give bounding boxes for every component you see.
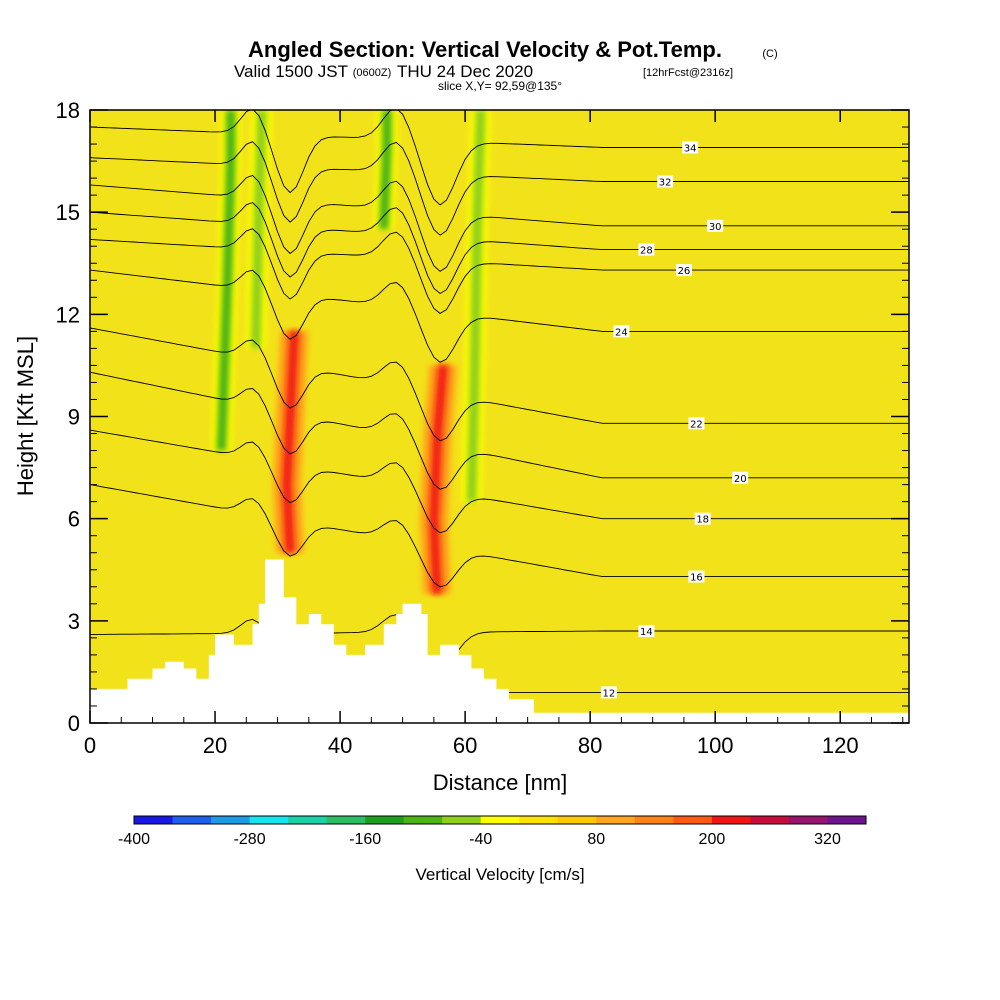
contour-label-bg-12 <box>600 686 617 699</box>
contour-label-bg-14 <box>638 625 655 638</box>
x-tick-label-20: 20 <box>203 733 227 758</box>
contour-label-34: 34 <box>684 143 697 154</box>
contour-label-22: 22 <box>690 419 703 430</box>
contour-line-16 <box>90 484 909 588</box>
colorbar-title: Vertical Velocity [cm/s] <box>415 865 584 884</box>
utc-time: (0600Z) <box>353 67 392 79</box>
colorbar-swatch-8 <box>442 816 482 824</box>
colorbar-swatch-1 <box>172 816 212 824</box>
colorbar-swatch-11 <box>557 816 597 824</box>
valid-date: THU 24 Dec 2020 <box>397 62 533 81</box>
downdraft-band-0 <box>216 110 236 451</box>
x-tick-label-60: 60 <box>453 733 477 758</box>
colorbar-swatch-12 <box>596 816 636 824</box>
contour-label-bg-20 <box>732 471 749 484</box>
contour-label-14: 14 <box>640 627 653 638</box>
contour-label-20: 20 <box>734 474 747 485</box>
contour-line-24 <box>90 269 909 363</box>
colorbar-swatch-5 <box>326 816 366 824</box>
y-tick-label-3: 3 <box>68 609 80 634</box>
downdraft-band-3 <box>466 110 486 502</box>
contour-label-bg-30 <box>707 219 724 232</box>
contour-line-34 <box>90 110 909 206</box>
slice-info: slice X,Y= 92,59@135° <box>438 79 562 93</box>
colorbar: -400 -280 -160 -40 80 200 320 <box>118 815 867 848</box>
colorbar-frame <box>133 815 867 825</box>
colorbar-swatch-2 <box>211 816 251 824</box>
colorbar-swatch-13 <box>634 816 674 824</box>
downdraft-band-2 <box>378 110 392 230</box>
downdraft-band-1 <box>250 110 267 349</box>
contour-label-30: 30 <box>709 222 722 233</box>
contour-label-26: 26 <box>678 266 691 277</box>
contour-line-22 <box>90 327 909 442</box>
contour-label-bg-22 <box>688 417 705 430</box>
x-tick-label-40: 40 <box>328 733 352 758</box>
colorbar-swatch-3 <box>249 816 289 824</box>
colorbar-tick-label-6: 320 <box>814 831 841 848</box>
contour-label-24: 24 <box>615 327 628 338</box>
colorbar-swatch-6 <box>365 816 405 824</box>
y-tick-label-0: 0 <box>68 711 80 736</box>
y-tick-label-15: 15 <box>56 200 80 225</box>
contour-label-bg-24 <box>613 325 630 338</box>
x-tick-label-80: 80 <box>578 733 602 758</box>
updraft-band-core-0 <box>282 331 299 553</box>
contour-label-bg-26 <box>675 264 692 277</box>
valid-time: Valid 1500 JST <box>234 62 348 81</box>
y-tick-label-12: 12 <box>56 302 80 327</box>
contour-label-bg-18 <box>694 512 711 525</box>
contour-label-bg-32 <box>657 175 674 188</box>
colorbar-swatch-10 <box>519 816 559 824</box>
y-axis-title: Height [Kft MSL] <box>13 336 38 496</box>
contour-line-32 <box>90 141 909 236</box>
colorbar-tick-label-5: 200 <box>699 831 726 848</box>
colorbar-swatch-16 <box>750 816 790 824</box>
y-tick-label-6: 6 <box>68 507 80 532</box>
contour-label-bg-16 <box>688 570 705 583</box>
velocity-field <box>211 110 491 594</box>
updraft-band-core-1 <box>429 365 448 594</box>
colorbar-swatch-15 <box>711 816 751 824</box>
colorbar-swatch-18 <box>827 816 867 824</box>
potential-temperature-contours: 12 14 16 18 20 22 24 26 28 30 32 34 <box>90 110 909 723</box>
x-tick-label-100: 100 <box>697 733 734 758</box>
terrain <box>90 559 909 723</box>
contour-label-bg-34 <box>682 141 699 154</box>
contour-line-14 <box>90 614 909 670</box>
plot-area: 12 14 16 18 20 22 24 26 28 30 32 34 <box>90 110 909 723</box>
x-axis-title: Distance [nm] <box>433 770 568 795</box>
contour-label-18: 18 <box>696 515 709 526</box>
chart-title: Angled Section: Vertical Velocity & Pot.… <box>248 37 722 62</box>
contour-line-18 <box>90 429 909 534</box>
colorbar-tick-label-2: -160 <box>349 831 381 848</box>
colorbar-tick-label-4: 80 <box>587 831 605 848</box>
colorbar-swatch-0 <box>134 816 173 824</box>
contour-line-30 <box>90 174 909 272</box>
axes: 0 20 40 60 80 100 120 0 3 6 9 12 15 18 <box>56 98 909 758</box>
colorbar-swatch-4 <box>288 816 328 824</box>
colorbar-tick-label-0: -400 <box>118 831 150 848</box>
contour-line-28 <box>90 202 909 295</box>
x-tick-label-120: 120 <box>822 733 859 758</box>
forecast-info: [12hrFcst@2316z] <box>643 67 733 79</box>
copyright-mark: (C) <box>762 48 777 60</box>
colorbar-tick-label-1: -280 <box>234 831 266 848</box>
y-tick-label-9: 9 <box>68 405 80 430</box>
contour-label-16: 16 <box>690 573 703 584</box>
contour-line-20 <box>90 371 909 490</box>
colorbar-swatch-14 <box>673 816 713 824</box>
colorbar-swatch-9 <box>480 816 520 824</box>
x-tick-label-0: 0 <box>84 733 96 758</box>
contour-line-26 <box>90 228 909 314</box>
colorbar-tick-label-3: -40 <box>469 831 492 848</box>
colorbar-swatch-7 <box>403 816 443 824</box>
colorbar-swatch-17 <box>788 816 828 824</box>
contour-label-32: 32 <box>659 178 672 189</box>
contour-label-28: 28 <box>640 246 653 257</box>
contour-label-12: 12 <box>603 688 616 699</box>
y-tick-label-18: 18 <box>56 98 80 123</box>
contour-label-bg-28 <box>638 243 655 256</box>
